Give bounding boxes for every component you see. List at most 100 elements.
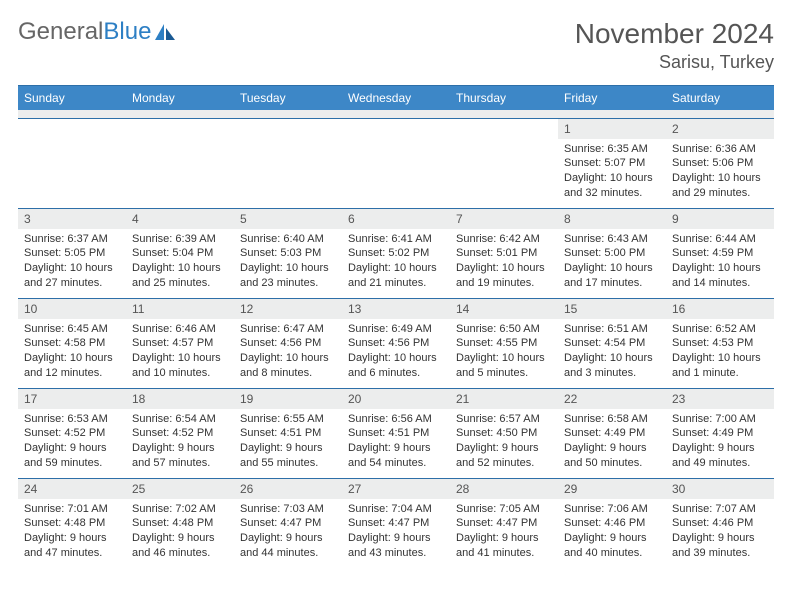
- day-number: 11: [126, 299, 234, 319]
- day-body: Sunrise: 7:04 AMSunset: 4:47 PMDaylight:…: [342, 499, 450, 567]
- calendar-day-cell: 6Sunrise: 6:41 AMSunset: 5:02 PMDaylight…: [342, 208, 450, 298]
- daylight-text: Daylight: 10 hours and 5 minutes.: [456, 351, 552, 381]
- calendar-day-cell: 5Sunrise: 6:40 AMSunset: 5:03 PMDaylight…: [234, 208, 342, 298]
- day-body: Sunrise: 6:41 AMSunset: 5:02 PMDaylight:…: [342, 229, 450, 297]
- sunrise-text: Sunrise: 6:37 AM: [24, 232, 120, 247]
- sunset-text: Sunset: 5:05 PM: [24, 246, 120, 261]
- daylight-text: Daylight: 9 hours and 40 minutes.: [564, 531, 660, 561]
- sunrise-text: Sunrise: 6:40 AM: [240, 232, 336, 247]
- sunrise-text: Sunrise: 6:42 AM: [456, 232, 552, 247]
- day-body: Sunrise: 6:35 AMSunset: 5:07 PMDaylight:…: [558, 139, 666, 207]
- calendar-day-cell: 26Sunrise: 7:03 AMSunset: 4:47 PMDayligh…: [234, 478, 342, 568]
- day-body: Sunrise: 6:44 AMSunset: 4:59 PMDaylight:…: [666, 229, 774, 297]
- sunrise-text: Sunrise: 6:49 AM: [348, 322, 444, 337]
- calendar-day-cell: 23Sunrise: 7:00 AMSunset: 4:49 PMDayligh…: [666, 388, 774, 478]
- day-body: Sunrise: 6:51 AMSunset: 4:54 PMDaylight:…: [558, 319, 666, 387]
- location: Sarisu, Turkey: [575, 52, 774, 73]
- sunrise-text: Sunrise: 6:51 AM: [564, 322, 660, 337]
- daylight-text: Daylight: 9 hours and 54 minutes.: [348, 441, 444, 471]
- calendar-day-cell: 10Sunrise: 6:45 AMSunset: 4:58 PMDayligh…: [18, 298, 126, 388]
- day-number: 14: [450, 299, 558, 319]
- sunrise-text: Sunrise: 6:52 AM: [672, 322, 768, 337]
- daylight-text: Daylight: 9 hours and 41 minutes.: [456, 531, 552, 561]
- day-body: Sunrise: 6:40 AMSunset: 5:03 PMDaylight:…: [234, 229, 342, 297]
- weekday-header: Wednesday: [342, 86, 450, 111]
- daylight-text: Daylight: 10 hours and 14 minutes.: [672, 261, 768, 291]
- day-body: Sunrise: 6:42 AMSunset: 5:01 PMDaylight:…: [450, 229, 558, 297]
- daylight-text: Daylight: 10 hours and 23 minutes.: [240, 261, 336, 291]
- calendar-week-row: 3Sunrise: 6:37 AMSunset: 5:05 PMDaylight…: [18, 208, 774, 298]
- brand-text: GeneralBlue: [18, 18, 151, 46]
- calendar-table: Sunday Monday Tuesday Wednesday Thursday…: [18, 85, 774, 568]
- sunset-text: Sunset: 4:49 PM: [564, 426, 660, 441]
- sunset-text: Sunset: 4:46 PM: [564, 516, 660, 531]
- calendar-day-cell: 13Sunrise: 6:49 AMSunset: 4:56 PMDayligh…: [342, 298, 450, 388]
- day-number: 30: [666, 479, 774, 499]
- day-number: 15: [558, 299, 666, 319]
- calendar-day-cell: 3Sunrise: 6:37 AMSunset: 5:05 PMDaylight…: [18, 208, 126, 298]
- day-number: 2: [666, 119, 774, 139]
- daylight-text: Daylight: 10 hours and 3 minutes.: [564, 351, 660, 381]
- title-block: November 2024 Sarisu, Turkey: [575, 18, 774, 73]
- calendar-day-cell: 28Sunrise: 7:05 AMSunset: 4:47 PMDayligh…: [450, 478, 558, 568]
- sunset-text: Sunset: 4:47 PM: [240, 516, 336, 531]
- calendar-day-cell: 24Sunrise: 7:01 AMSunset: 4:48 PMDayligh…: [18, 478, 126, 568]
- daylight-text: Daylight: 9 hours and 57 minutes.: [132, 441, 228, 471]
- header: GeneralBlue November 2024 Sarisu, Turkey: [18, 18, 774, 73]
- sunrise-text: Sunrise: 6:45 AM: [24, 322, 120, 337]
- weekday-header: Saturday: [666, 86, 774, 111]
- daylight-text: Daylight: 10 hours and 12 minutes.: [24, 351, 120, 381]
- day-number: 8: [558, 209, 666, 229]
- calendar-day-cell: 14Sunrise: 6:50 AMSunset: 4:55 PMDayligh…: [450, 298, 558, 388]
- calendar-week-row: 10Sunrise: 6:45 AMSunset: 4:58 PMDayligh…: [18, 298, 774, 388]
- sunrise-text: Sunrise: 6:39 AM: [132, 232, 228, 247]
- calendar-day-cell: [234, 118, 342, 208]
- sunrise-text: Sunrise: 6:41 AM: [348, 232, 444, 247]
- day-body: Sunrise: 6:43 AMSunset: 5:00 PMDaylight:…: [558, 229, 666, 297]
- calendar-day-cell: 21Sunrise: 6:57 AMSunset: 4:50 PMDayligh…: [450, 388, 558, 478]
- day-number: 21: [450, 389, 558, 409]
- sunrise-text: Sunrise: 6:56 AM: [348, 412, 444, 427]
- calendar-day-cell: 2Sunrise: 6:36 AMSunset: 5:06 PMDaylight…: [666, 118, 774, 208]
- sail-icon: [155, 24, 175, 40]
- sunset-text: Sunset: 4:51 PM: [240, 426, 336, 441]
- sunset-text: Sunset: 4:47 PM: [348, 516, 444, 531]
- day-number: 28: [450, 479, 558, 499]
- calendar-day-cell: 22Sunrise: 6:58 AMSunset: 4:49 PMDayligh…: [558, 388, 666, 478]
- sunset-text: Sunset: 5:01 PM: [456, 246, 552, 261]
- sunset-text: Sunset: 5:02 PM: [348, 246, 444, 261]
- sunrise-text: Sunrise: 7:06 AM: [564, 502, 660, 517]
- calendar-day-cell: 20Sunrise: 6:56 AMSunset: 4:51 PMDayligh…: [342, 388, 450, 478]
- day-body: Sunrise: 6:45 AMSunset: 4:58 PMDaylight:…: [18, 319, 126, 387]
- calendar-day-cell: [450, 118, 558, 208]
- sunset-text: Sunset: 4:57 PM: [132, 336, 228, 351]
- sunrise-text: Sunrise: 6:43 AM: [564, 232, 660, 247]
- sunset-text: Sunset: 4:50 PM: [456, 426, 552, 441]
- weekday-header: Tuesday: [234, 86, 342, 111]
- daylight-text: Daylight: 10 hours and 32 minutes.: [564, 171, 660, 201]
- sunset-text: Sunset: 4:46 PM: [672, 516, 768, 531]
- day-body: Sunrise: 6:54 AMSunset: 4:52 PMDaylight:…: [126, 409, 234, 477]
- day-body: Sunrise: 6:36 AMSunset: 5:06 PMDaylight:…: [666, 139, 774, 207]
- sunrise-text: Sunrise: 7:00 AM: [672, 412, 768, 427]
- sunset-text: Sunset: 4:49 PM: [672, 426, 768, 441]
- calendar-day-cell: 30Sunrise: 7:07 AMSunset: 4:46 PMDayligh…: [666, 478, 774, 568]
- day-number: 20: [342, 389, 450, 409]
- sunrise-text: Sunrise: 6:46 AM: [132, 322, 228, 337]
- sunrise-text: Sunrise: 6:44 AM: [672, 232, 768, 247]
- day-number: 19: [234, 389, 342, 409]
- weekday-header: Sunday: [18, 86, 126, 111]
- daylight-text: Daylight: 10 hours and 17 minutes.: [564, 261, 660, 291]
- sunset-text: Sunset: 4:54 PM: [564, 336, 660, 351]
- calendar-day-cell: 15Sunrise: 6:51 AMSunset: 4:54 PMDayligh…: [558, 298, 666, 388]
- weekday-header: Thursday: [450, 86, 558, 111]
- day-number: 27: [342, 479, 450, 499]
- day-body: Sunrise: 6:39 AMSunset: 5:04 PMDaylight:…: [126, 229, 234, 297]
- day-number: 16: [666, 299, 774, 319]
- day-body: Sunrise: 7:03 AMSunset: 4:47 PMDaylight:…: [234, 499, 342, 567]
- weekday-header-row: Sunday Monday Tuesday Wednesday Thursday…: [18, 86, 774, 111]
- calendar-body: 1Sunrise: 6:35 AMSunset: 5:07 PMDaylight…: [18, 118, 774, 568]
- calendar-day-cell: 12Sunrise: 6:47 AMSunset: 4:56 PMDayligh…: [234, 298, 342, 388]
- sunset-text: Sunset: 4:48 PM: [132, 516, 228, 531]
- sunrise-text: Sunrise: 7:03 AM: [240, 502, 336, 517]
